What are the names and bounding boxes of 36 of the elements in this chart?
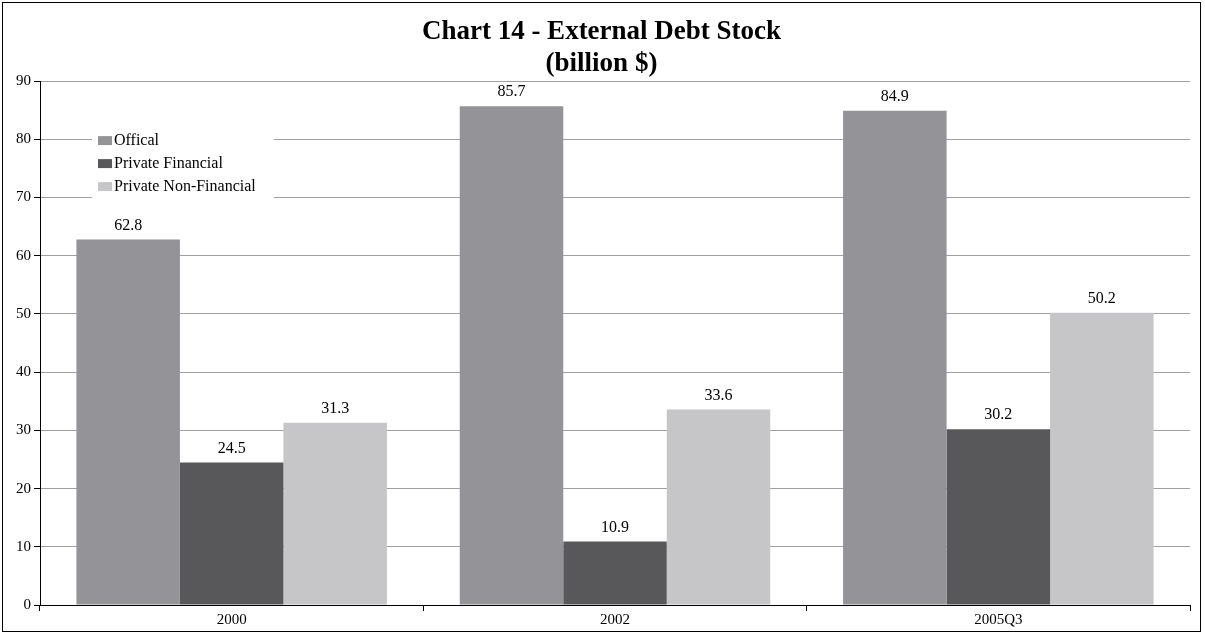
y-tick-label: 90 [16, 72, 31, 89]
data-label: 33.6 [704, 385, 733, 403]
y-tick-label: 40 [16, 363, 31, 380]
bar [843, 110, 947, 605]
y-tick-label: 80 [16, 130, 31, 147]
legend-label: Offical [114, 131, 160, 149]
bar [1050, 312, 1154, 605]
legend-label: Private Non-Financial [114, 177, 257, 195]
y-tick-label: 50 [16, 304, 31, 321]
text: (billion $) [545, 46, 658, 77]
bar [76, 239, 180, 605]
data-label: 31.3 [321, 399, 350, 416]
legend-label: Private Financial [114, 154, 224, 172]
x-tick-label: 2000 [216, 610, 247, 627]
data-label: 62.8 [114, 215, 143, 233]
data-label: 84.9 [880, 86, 909, 104]
bar [283, 422, 387, 605]
y-tick-label: 60 [16, 246, 31, 263]
bar [666, 409, 771, 605]
bar [459, 106, 564, 605]
y-tick-label: 10 [16, 537, 31, 554]
bar [563, 541, 667, 605]
data-label: 30.2 [984, 405, 1013, 423]
data-label: 85.7 [497, 82, 526, 100]
y-tick-label: 20 [16, 479, 31, 496]
data-label: 24.5 [217, 438, 246, 456]
bar [179, 462, 284, 605]
y-tick-label: 70 [16, 188, 31, 205]
x-tick-label: 2002 [600, 610, 630, 627]
y-tick-label: 0 [23, 595, 31, 612]
data-label: 10.9 [601, 517, 629, 535]
y-tick-label: 30 [16, 421, 31, 438]
text: Chart 14 - External Debt Stock [421, 15, 782, 46]
bar [946, 429, 1051, 605]
x-tick-label: 2005Q3 [974, 610, 1023, 627]
data-label: 50.2 [1087, 288, 1116, 306]
